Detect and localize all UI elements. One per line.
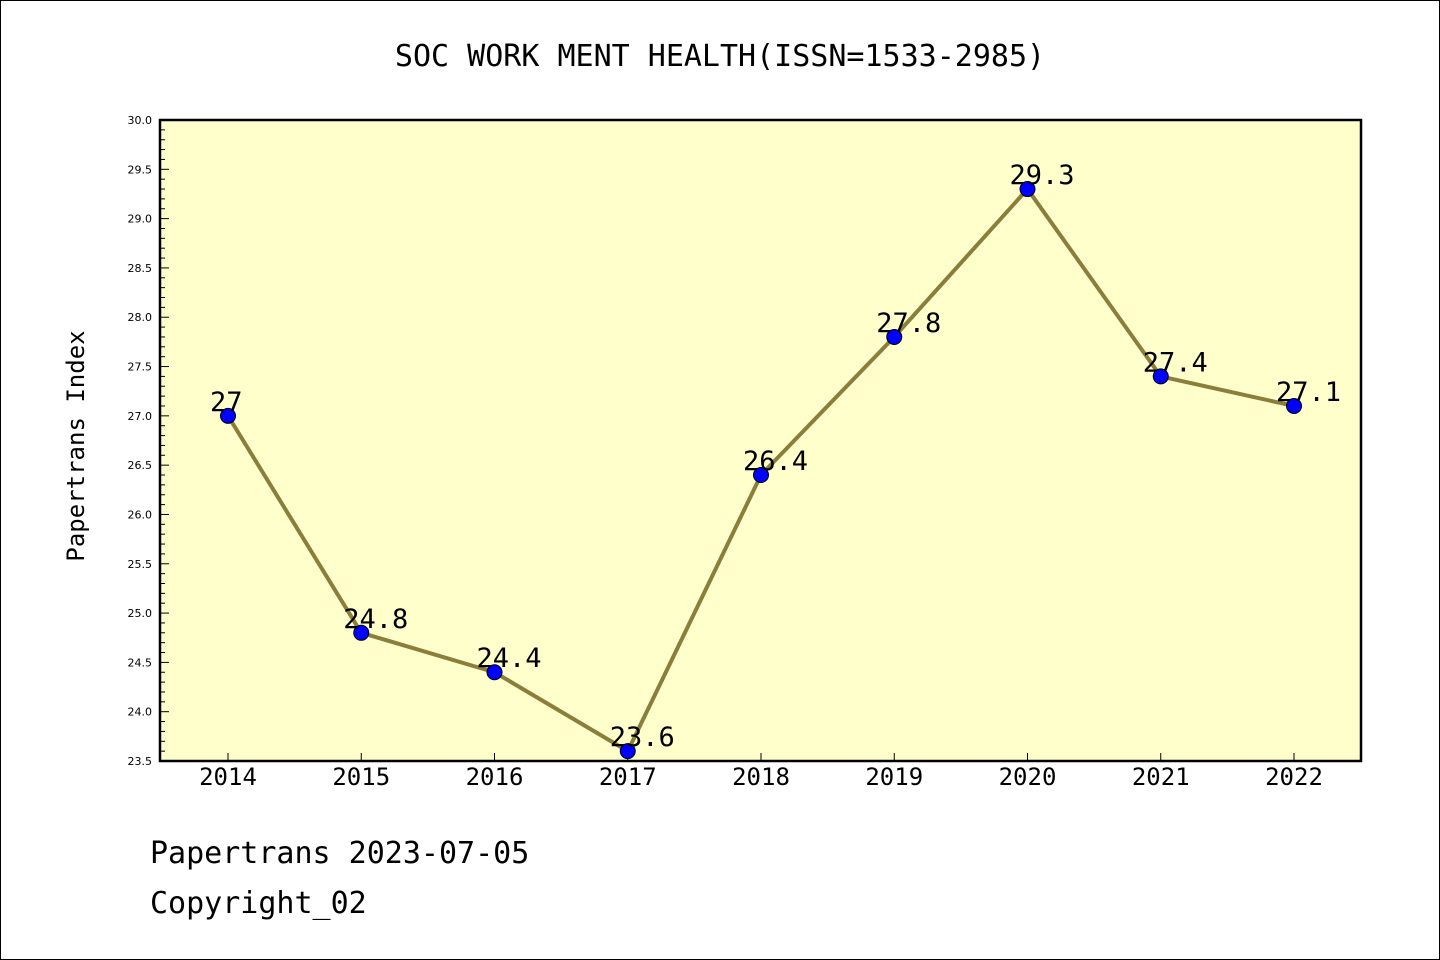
- y-tick-label: 23.5: [128, 755, 153, 768]
- y-tick-label: 25.0: [128, 607, 153, 620]
- x-tick-label: 2019: [865, 763, 923, 791]
- data-labels: 27 24.8 24.4 23.6 26.4 27.8 29.3 27.4 27.1: [210, 160, 1341, 753]
- x-tick-label: 2014: [199, 763, 257, 791]
- y-tick-label: 26.5: [128, 459, 153, 472]
- data-point: [1286, 397, 1302, 414]
- x-tick-label: 2015: [332, 763, 390, 791]
- data-label: 27.1: [1276, 377, 1341, 408]
- data-label: 27.8: [876, 308, 941, 339]
- y-tick-label: 27.5: [128, 361, 153, 374]
- y-tick-label: 29.0: [128, 213, 153, 226]
- data-point: [353, 624, 370, 641]
- x-axis: 2014 2015 2016 2017 2018 2019 2020 2021 2022: [199, 753, 1323, 791]
- data-label: 27.4: [1143, 347, 1208, 378]
- data-label: 24.8: [343, 604, 408, 635]
- footer-date: Papertrans 2023-07-05: [150, 836, 530, 871]
- footer-copyright: Copyright_02: [150, 886, 367, 921]
- x-tick-label: 2021: [1132, 763, 1190, 791]
- chart-title: SOC WORK MENT HEALTH(ISSN=1533-2985): [395, 39, 1045, 74]
- y-tick-label: 30.0: [128, 114, 153, 127]
- y-tick-label: 24.0: [128, 706, 153, 719]
- y-tick-label: 25.5: [128, 558, 153, 571]
- data-label: 26.4: [743, 446, 808, 477]
- x-tick-label: 2016: [466, 763, 524, 791]
- data-label: 27: [210, 387, 243, 418]
- y-tick-label: 28.0: [128, 311, 153, 324]
- data-point: [753, 467, 769, 484]
- data-label: 29.3: [1010, 160, 1075, 191]
- data-point: [1019, 181, 1036, 198]
- data-label: 24.4: [477, 643, 542, 674]
- y-tick-label: 28.5: [128, 262, 153, 275]
- x-tick-label: 2022: [1265, 763, 1323, 791]
- data-point: [220, 407, 236, 424]
- y-tick-label: 26.0: [128, 508, 153, 521]
- y-tick-label: 29.5: [128, 163, 153, 176]
- data-point: [486, 664, 503, 681]
- data-point: [619, 743, 636, 760]
- data-point: [1152, 368, 1169, 385]
- y-axis: 23.5 24.0 24.5 25.0 25.5 26.0 26.5 27.0 27.5 28.0…: [128, 114, 169, 768]
- x-tick-label: 2020: [999, 763, 1057, 791]
- data-point: [886, 328, 903, 345]
- y-axis-label: Papertrans Index: [62, 330, 90, 561]
- data-points: [220, 181, 1302, 760]
- y-tick-label: 24.5: [128, 656, 153, 669]
- plot-area: [158, 118, 1363, 763]
- x-tick-label: 2017: [599, 763, 657, 791]
- data-label: 23.6: [610, 722, 675, 753]
- x-tick-label: 2018: [732, 763, 790, 791]
- y-tick-label: 27.0: [128, 410, 153, 423]
